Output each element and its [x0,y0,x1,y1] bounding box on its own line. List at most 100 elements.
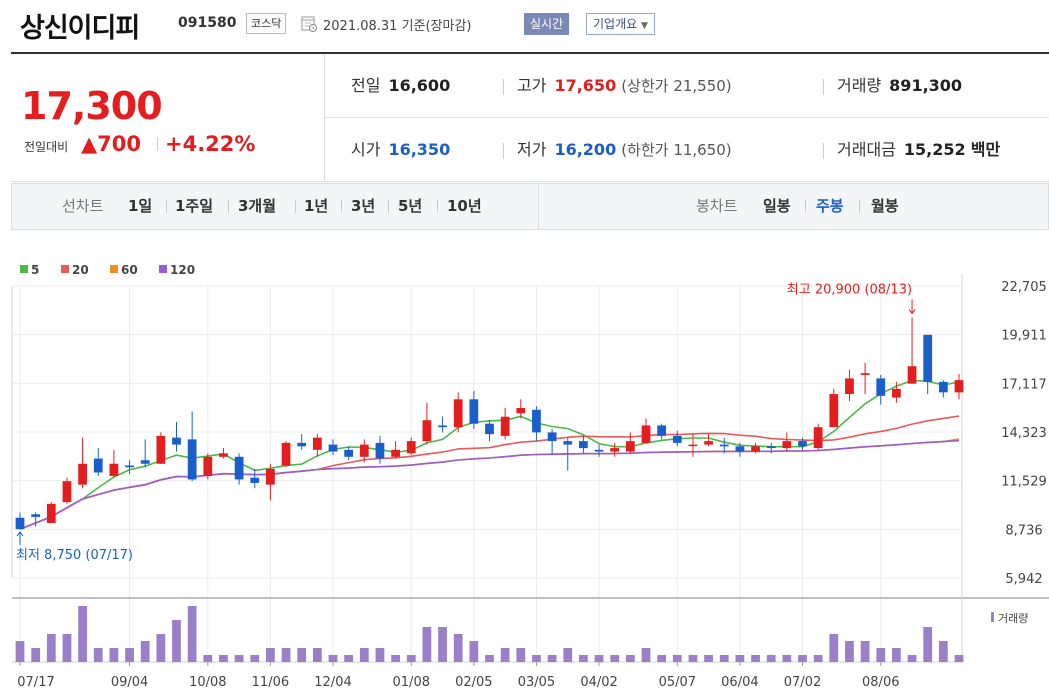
candle-body [892,388,901,398]
high-label: 고가 [517,76,547,95]
x-tick-label: 08/06 [862,675,899,690]
company-overview-label: 기업개요 [593,17,638,31]
open-value: 16,350 [388,140,451,159]
candle-body [203,456,213,476]
low-value: 16,200 [554,140,617,159]
volume-bar [594,655,604,662]
period-1w-button[interactable]: 1주일 [175,197,214,215]
candles [15,317,964,530]
period-1d-button[interactable]: 1일 [128,197,153,215]
candle-body [109,463,119,476]
volume-bar [156,634,166,662]
candle-body [641,425,651,443]
y-axis: 22,705 19,911 17,117 14,323 11,529 8,736 5,942 [1001,280,1047,587]
volume-bar [782,655,792,662]
candle-chart-label: 봉차트 [696,197,738,215]
volume-bar [172,620,181,662]
x-tick-label: 02/05 [455,675,492,690]
candle-body [375,442,385,459]
divider [823,79,824,95]
y-tick-label: 17,117 [1001,377,1047,392]
candle-body [751,446,760,452]
candle-body [500,416,510,436]
volume-bar [31,648,41,662]
stock-code: 091580 [178,15,237,31]
volume-bar [532,655,541,662]
candle-body [938,381,948,393]
volume-bar [281,648,291,662]
period-10y-button[interactable]: 10년 [447,197,482,215]
volume-legend-label: 거래량 [998,612,1028,625]
volume-bar [93,648,103,662]
chart-legend: 5 20 60 120 [20,263,195,277]
volume-bar [766,655,776,662]
period-3m-button[interactable]: 3개월 [238,197,277,215]
candle-body [782,441,792,449]
high-price: 고가 17,650 (상한가 21,550) [517,54,732,118]
candle-body [187,439,197,480]
y-tick-label: 14,323 [1001,426,1047,441]
candle-body [735,446,745,452]
volume-bar [62,634,72,662]
up-arrow-icon [16,531,24,546]
candle-body [391,449,400,457]
candle-body [594,449,604,452]
low-price: 저가 16,200 (하한가 11,650) [517,118,732,182]
candle-body [704,441,713,445]
company-name: 상신이디피 [20,13,140,44]
x-tick-label: 12/04 [314,675,351,690]
prev-close-value: 16,600 [388,76,451,95]
period-selector: 선차트 1일 1주일 3개월 1년 3년 5년 10년 봉차트 일봉 주봉 월봉 [11,183,1049,230]
volume-bar [406,655,416,662]
legend-swatch-120 [159,265,167,273]
period-1y-button[interactable]: 1년 [304,197,329,215]
chevron-down-icon: ▼ [641,21,648,31]
candle-monthly-button[interactable]: 월봉 [871,197,899,215]
candle-body [860,373,870,375]
x-tick-label: 09/04 [111,675,148,690]
legend-label-60: 60 [121,263,138,277]
legend-swatch-20 [61,265,69,273]
realtime-button[interactable]: 실시간 [524,13,570,35]
high-value: 17,650 [554,76,617,95]
volume-bar [813,655,823,662]
legend-label-120: 120 [170,263,195,277]
legend-swatch-60 [110,265,118,273]
volume-bar [704,655,713,662]
divider [538,184,539,229]
period-3y-button[interactable]: 3년 [351,197,376,215]
volume-bar [359,648,369,662]
volume-bar [46,634,56,662]
candle-body [907,366,917,384]
legend-swatch-5 [20,265,28,273]
volume-bar [672,655,682,662]
candle-body [344,449,354,457]
volume-bar [297,648,307,662]
candle-body [829,394,839,428]
candle-body [453,399,463,428]
volume-bar [187,606,197,662]
volume-bar [563,648,573,662]
candle-body [547,432,557,442]
y-tick-label: 11,529 [1001,475,1047,490]
line-chart-label: 선차트 [62,197,104,215]
volume-bars: 거래량 [15,606,1028,662]
candle-body [62,481,72,503]
candle-body [610,448,620,452]
divider [859,200,860,213]
volume-bar [751,655,760,662]
legend-label-20: 20 [72,263,89,277]
divider [166,200,167,213]
candle-body [813,427,823,449]
volume-label: 거래량 [837,76,882,95]
y-tick-label: 5,942 [1005,572,1042,587]
candle-weekly-button[interactable]: 주봉 [816,197,844,215]
company-overview-dropdown[interactable]: 기업개요 ▼ [586,13,655,35]
prev-close: 전일 16,600 [351,54,450,118]
candle-daily-button[interactable]: 일봉 [763,197,791,215]
volume-bar [907,655,917,662]
candle-body [845,378,854,395]
period-5y-button[interactable]: 5년 [398,197,423,215]
stock-chart[interactable]: 5 20 60 120 최고 20,900 (08/13) 최저 8,750 (07/1… [0,244,1049,700]
candle-body [516,408,526,414]
